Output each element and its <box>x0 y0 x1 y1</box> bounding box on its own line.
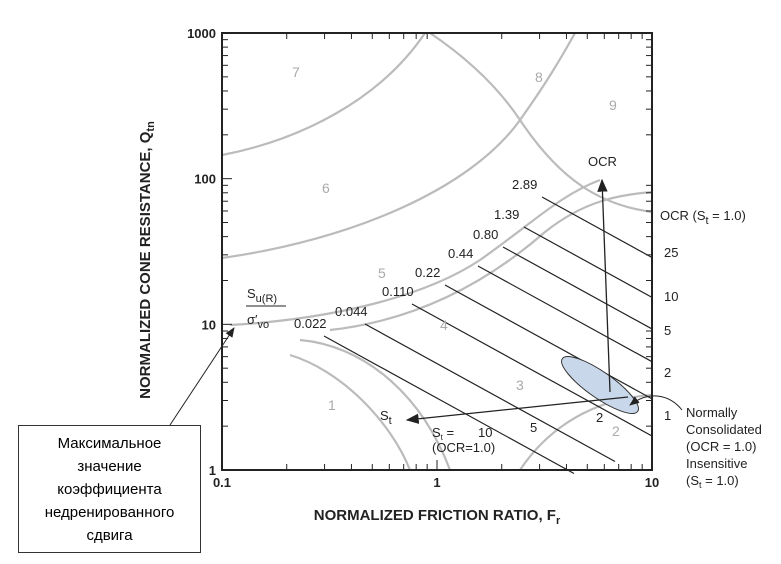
nc-line: (OCR = 1.0) <box>686 439 756 454</box>
y-tick-label: 10 <box>202 317 216 332</box>
contour-label: 1.39 <box>494 207 519 222</box>
y-title-sub: tn <box>145 121 157 132</box>
y-tick-label: 1 <box>209 463 216 478</box>
zone-number: 2 <box>612 423 620 439</box>
callout-line: сдвига <box>86 527 133 544</box>
su-bottom-main: σ′ <box>247 312 258 327</box>
x-title-main: NORMALIZED FRICTION RATIO, F <box>314 507 556 524</box>
ocr-value: 1 <box>664 408 671 423</box>
st-arrow-label: St <box>380 408 392 427</box>
contour-label: 2.89 <box>512 177 537 192</box>
contour-label: 0.80 <box>473 227 498 242</box>
callout-line: значение <box>77 458 142 475</box>
st-title-end: = <box>443 425 454 440</box>
contour-label: 0.110 <box>382 284 414 299</box>
zone-number: 7 <box>292 64 300 80</box>
contour-label: 0.044 <box>335 304 368 319</box>
zone-number: 1 <box>328 397 336 413</box>
nc-sub: t <box>699 480 702 490</box>
nc-line: Normally <box>686 405 738 420</box>
callout-pointer <box>169 327 235 426</box>
su-bottom: σ′vo <box>247 312 269 331</box>
st-scale-title: St = <box>432 425 454 442</box>
contour-line <box>323 335 575 475</box>
contour-line <box>364 323 616 463</box>
nc-part: (S <box>686 473 699 488</box>
contour-lines <box>323 196 653 475</box>
zone-number: 4 <box>440 317 448 333</box>
contour-line <box>444 284 653 400</box>
ocr-scale-title: OCR (St = 1.0) <box>660 208 746 227</box>
y-title-main: NORMALIZED CONE RESISTANCE, Q <box>137 131 154 399</box>
contour-line <box>477 265 653 363</box>
su-top-sub: u(R) <box>256 293 277 305</box>
nc-line: Consolidated <box>686 422 762 437</box>
nc-zone <box>561 356 639 414</box>
ocr-arrow-label: OCR <box>588 154 617 169</box>
x-axis-title: NORMALIZED FRICTION RATIO, Fr <box>314 507 561 527</box>
ocr-value: 2 <box>664 365 671 380</box>
nc-part: = 1.0) <box>702 473 739 488</box>
st-title-main: S <box>432 425 441 440</box>
ocr-title-end: = 1.0) <box>709 208 746 223</box>
st-value: 10 <box>478 425 492 440</box>
st-label-main: S <box>380 408 389 423</box>
st-value: 2 <box>596 410 603 425</box>
st-label-sub: t <box>389 415 392 427</box>
callout-box: Максимальное значение коэффициента недре… <box>18 425 201 553</box>
ocr-arrow <box>597 178 611 393</box>
zone-boundaries <box>221 32 653 471</box>
ocr-value: 25 <box>664 245 678 260</box>
contour-label: 0.022 <box>294 316 327 331</box>
x-title-sub: r <box>556 515 561 527</box>
y-tick-label: 100 <box>194 172 216 187</box>
st-arrow <box>405 396 629 424</box>
zone-number: 3 <box>516 377 524 393</box>
contour-label: 0.44 <box>448 246 473 261</box>
nc-line: Insensitive <box>686 456 747 471</box>
su-bottom-sub: vo <box>257 319 269 331</box>
st-title-sub: t <box>441 433 444 442</box>
contour-label: 0.22 <box>415 265 440 280</box>
y-tick-label: 1000 <box>187 26 216 41</box>
callout-line: Максимальное <box>57 435 162 452</box>
x-tick-label: 0.1 <box>213 475 231 490</box>
x-tick-label: 1 <box>433 475 440 490</box>
y-axis-title: NORMALIZED CONE RESISTANCE, Qtn <box>137 121 157 399</box>
plot-frame <box>221 32 653 471</box>
contour-line <box>541 196 653 259</box>
contour-line <box>502 246 653 330</box>
contour-line <box>411 303 653 437</box>
zone-number: 8 <box>535 69 543 85</box>
callout-line: недренированного <box>44 504 175 521</box>
x-tick-label: 10 <box>645 475 659 490</box>
zone-number: 5 <box>378 265 386 281</box>
zone-number: 9 <box>609 97 617 113</box>
nc-pointer <box>629 395 683 411</box>
nc-line: (St = 1.0) <box>686 473 739 490</box>
nc-note: Normally Consolidated (OCR = 1.0) Insens… <box>686 405 762 490</box>
ocr-value: 5 <box>664 323 671 338</box>
ocr-title-sub: t <box>706 215 709 227</box>
su-top-main: S <box>247 286 256 301</box>
su-top: Su(R) <box>247 286 277 305</box>
callout-line: коэффициента <box>57 481 162 498</box>
contour-line <box>523 226 653 298</box>
zone-number: 6 <box>322 180 330 196</box>
ocr-title-main: OCR (S <box>660 208 706 223</box>
st-value: 5 <box>530 420 537 435</box>
ocr-value: 10 <box>664 289 678 304</box>
st-title-line2: (OCR=1.0) <box>432 440 495 455</box>
